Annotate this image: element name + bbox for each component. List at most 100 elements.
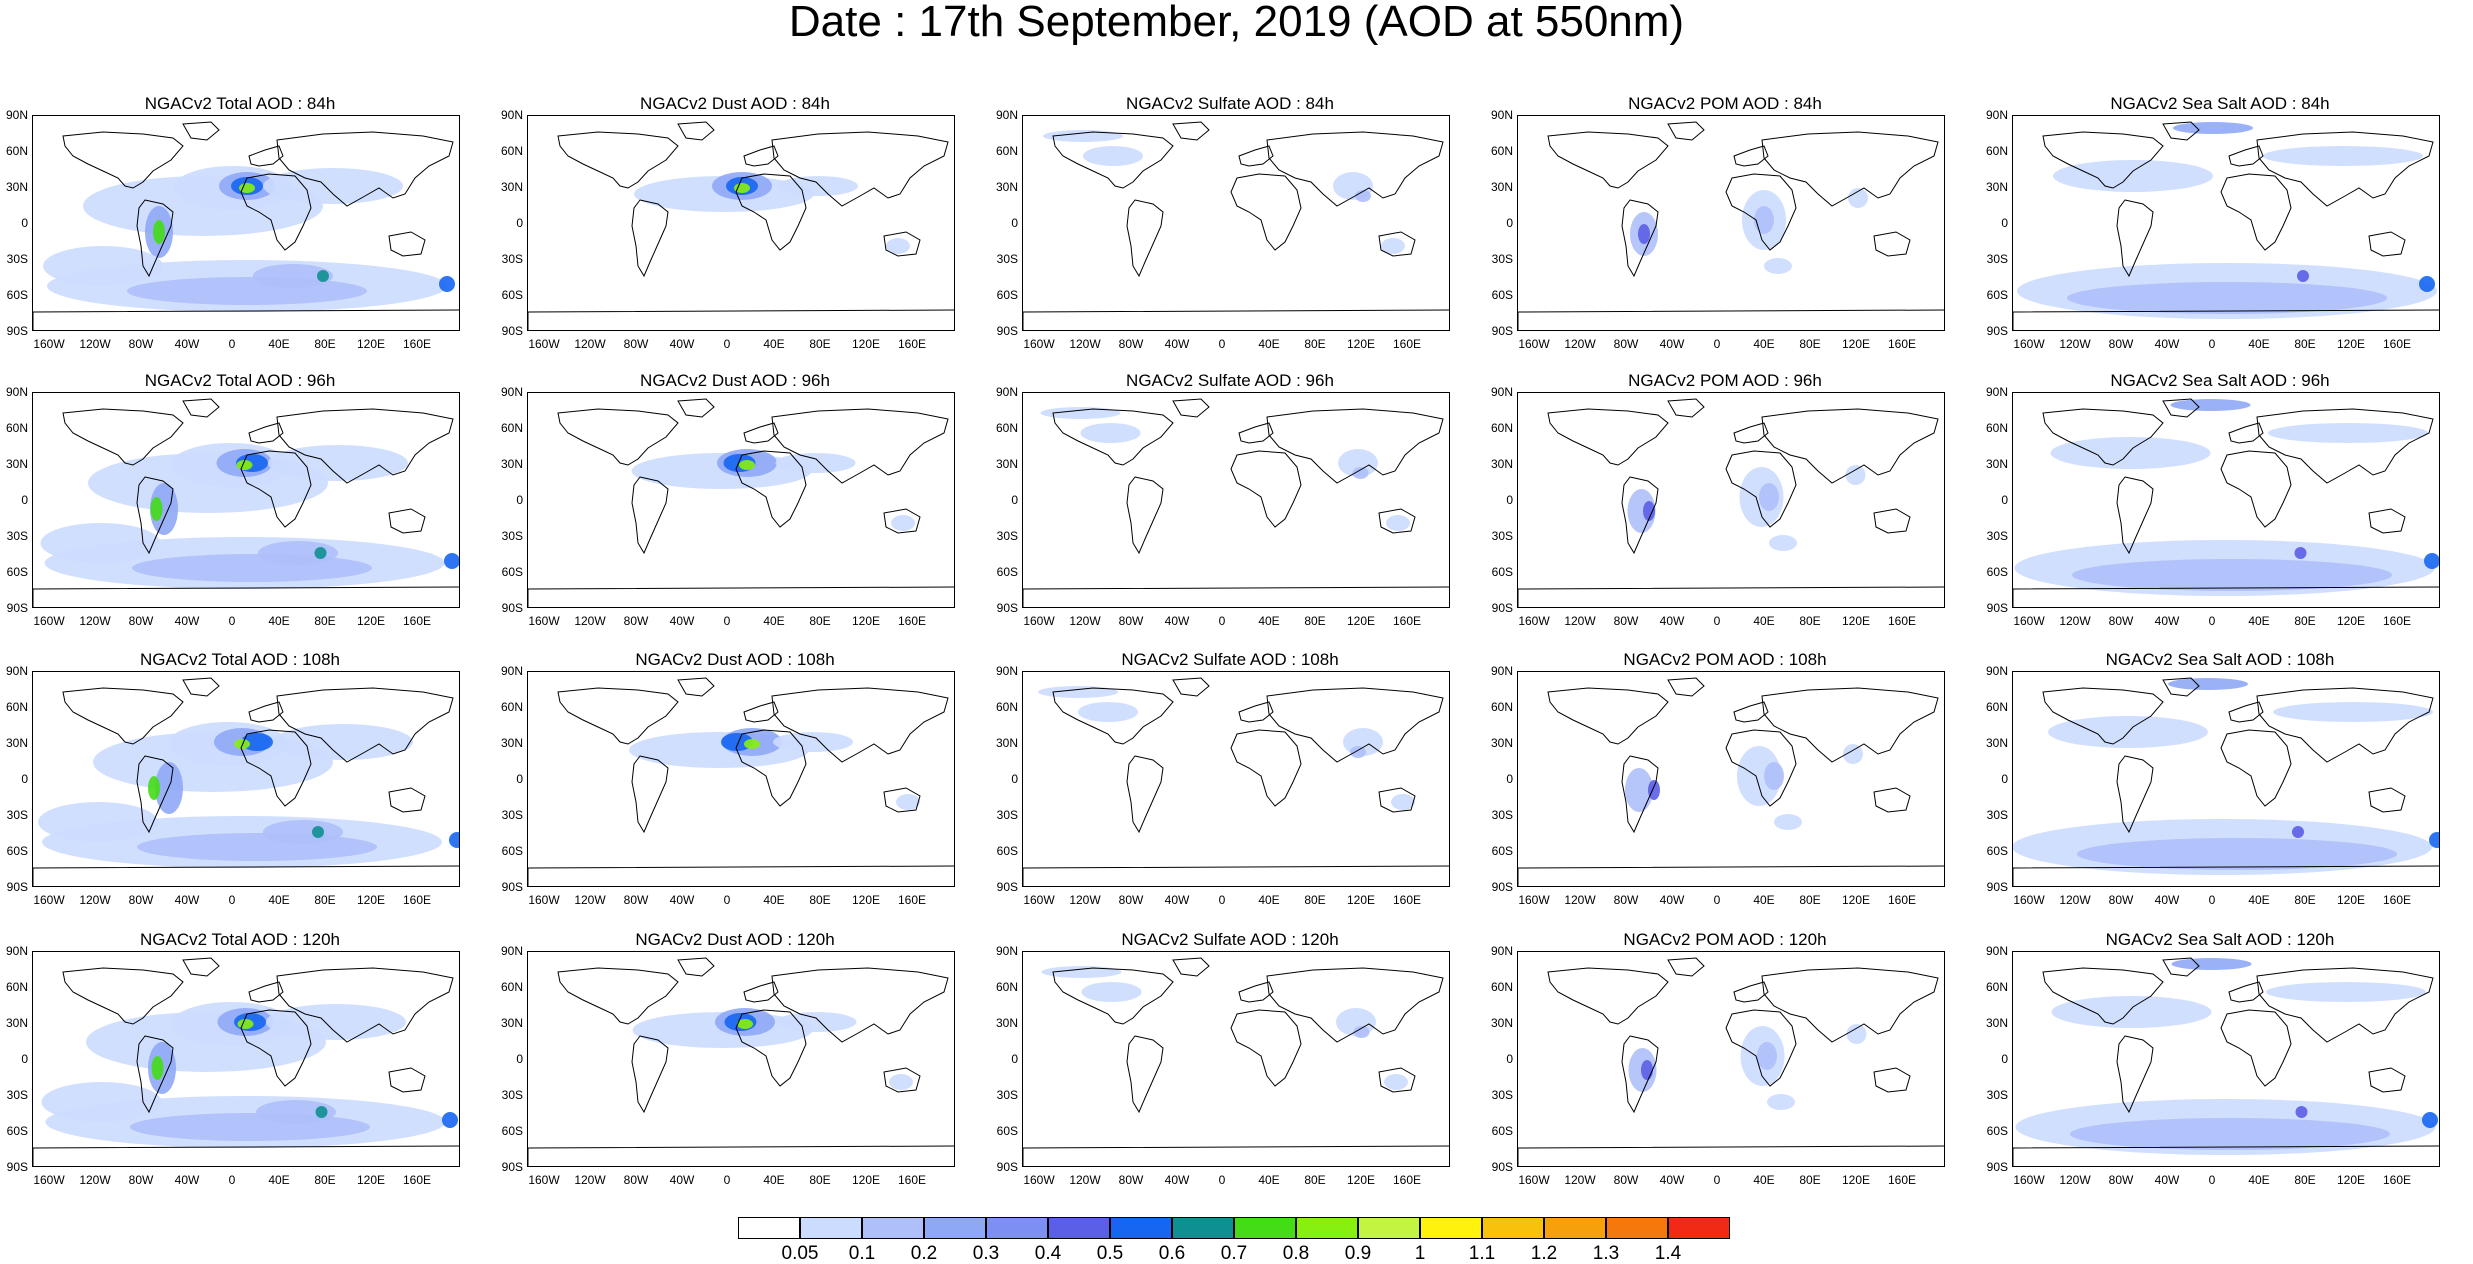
longitude-tick-label: 120W [1564, 1173, 1596, 1187]
coastline [1023, 586, 1449, 607]
coastline [2162, 121, 2200, 141]
coastline [182, 957, 220, 977]
aod-field-patch [1083, 146, 1143, 166]
longitude-tick-label: 40E [2248, 1173, 2270, 1187]
latitude-tick-label: 60N [995, 421, 1018, 435]
latitude-tick-label: 90S [1491, 880, 1513, 894]
coastline [136, 1035, 174, 1114]
latitude-tick-label: 60N [1490, 700, 1513, 714]
latitude-tick-label: 0 [1506, 1052, 1513, 1066]
aod-field-patch [1845, 465, 1866, 485]
coastline [883, 508, 921, 534]
colorbar-swatch [1172, 1217, 1234, 1239]
coastline [735, 450, 807, 528]
coastline [1733, 701, 1769, 723]
aod-field-patch [1381, 238, 1405, 254]
aod-field-patch [236, 460, 253, 470]
coastline [240, 450, 312, 528]
coastline [1230, 450, 1302, 528]
longitude-tick-label: 80W [1613, 614, 1639, 628]
longitude-tick-label: 0 [1713, 893, 1721, 907]
longitude-tick-label: 40E [2248, 614, 2270, 628]
longitude-tick-label: 120W [79, 893, 111, 907]
coastline [2162, 957, 2200, 977]
latitude-tick-label: 30N [5, 180, 28, 194]
latitude-tick-label: 90S [501, 324, 523, 338]
coastline [1023, 309, 1449, 330]
aod-field-patch [315, 1106, 328, 1118]
map-panel: NGACv2 Sulfate AOD : 84h 90N 60N 30N 0 30S 60S… [990, 94, 1470, 364]
aod-field-patch [258, 541, 338, 565]
latitude-tick-label: 30S [996, 1088, 1018, 1102]
coastline [2116, 199, 2154, 278]
latitude-tick-label: 30S [1491, 1088, 1513, 1102]
coastline [1518, 586, 1944, 607]
aod-field-patch [1764, 762, 1784, 790]
coastline [1667, 121, 1705, 141]
longitude-tick-label: 160W [1023, 614, 1055, 628]
map-pom [1518, 398, 1944, 607]
longitude-tick-label: 120E [2336, 337, 2366, 351]
colorbar-swatch [1544, 1217, 1606, 1239]
aod-field-patch [132, 554, 372, 582]
longitude-tick-label: 160W [1518, 337, 1550, 351]
aod-field-patch [1355, 190, 1371, 202]
latitude-tick-label: 90N [1490, 664, 1513, 678]
coastline [2256, 408, 2434, 484]
aod-field-patch [1757, 1042, 1777, 1070]
longitude-tick-label: 80E [2294, 614, 2316, 628]
colorbar-tick-label: 0.6 [1158, 1243, 1186, 1264]
coastline [136, 199, 174, 278]
panel-title: NGACv2 Dust AOD : 96h [640, 371, 830, 390]
panel-title: NGACv2 Sea Salt AOD : 120h [2105, 930, 2335, 949]
longitude-tick-label: 160E [1887, 614, 1917, 628]
map-frame [1022, 392, 1450, 608]
coastline [557, 967, 679, 1025]
longitude-tick-label: 80E [314, 893, 336, 907]
longitude-tick-label: 40W [174, 1173, 200, 1187]
coastline [182, 398, 220, 418]
longitude-tick-label: 40E [1753, 614, 1775, 628]
latitude-tick-label: 30N [995, 736, 1018, 750]
latitude-tick-label: 30S [996, 529, 1018, 543]
coastline [1761, 967, 1939, 1043]
latitude-tick-label: 60S [996, 288, 1018, 302]
longitude-tick-label: 40W [1164, 337, 1190, 351]
aod-field-patch [1737, 746, 1781, 806]
panel-title: NGACv2 Total AOD : 96h [144, 371, 336, 390]
aod-field-patch [2266, 982, 2426, 1002]
aod-field-patch [266, 1004, 406, 1040]
coastline [771, 408, 949, 484]
colorbar-tick-label: 0.7 [1220, 1243, 1248, 1264]
coastline [883, 231, 921, 257]
longitude-tick-label: 120E [356, 1173, 386, 1187]
longitude-tick-label: 80W [1118, 893, 1144, 907]
longitude-tick-label: 160W [528, 614, 560, 628]
latitude-tick-label: 60S [6, 844, 28, 858]
longitude-tick-label: 80E [809, 614, 831, 628]
map-frame [32, 671, 460, 887]
aod-field-patch [150, 497, 163, 521]
longitude-tick-label: 160W [1518, 614, 1550, 628]
aod-field-patch [1754, 206, 1774, 234]
aod-field-patch [2070, 1118, 2390, 1150]
longitude-tick-label: 40W [1659, 337, 1685, 351]
latitude-tick-label: 90S [501, 880, 523, 894]
latitude-tick-label: 90N [1490, 944, 1513, 958]
longitude-tick-label: 0 [723, 337, 731, 351]
colorbar-swatch [1110, 1217, 1172, 1239]
map-dust [528, 677, 954, 886]
map-pom [1518, 957, 1944, 1166]
coastline [1518, 1145, 1944, 1166]
longitude-tick-label: 80E [2294, 1173, 2316, 1187]
coastline [528, 1145, 954, 1166]
aod-field-patch [1846, 1024, 1867, 1044]
latitude-tick-label: 60S [1491, 844, 1513, 858]
coastline [388, 508, 426, 534]
longitude-tick-label: 160E [2382, 337, 2412, 351]
longitude-tick-label: 120W [1564, 337, 1596, 351]
aod-field-patch [449, 832, 459, 848]
coastline [883, 787, 921, 813]
coastline [883, 1067, 921, 1093]
coastline [557, 687, 679, 745]
